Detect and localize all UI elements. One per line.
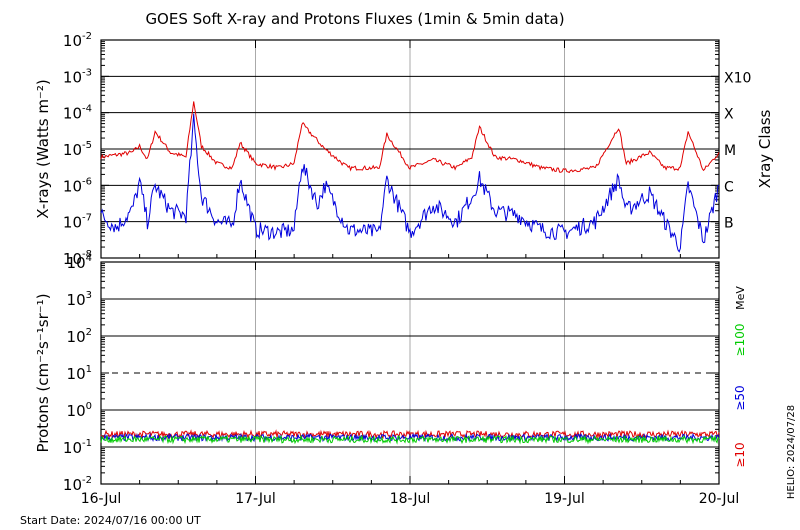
xray-class-label: X10 [724, 70, 751, 86]
proton-tick-label: 104 [67, 253, 92, 272]
x-tick-label: 19-Jul [544, 491, 585, 507]
x-tick-label: 16-Jul [81, 491, 122, 507]
proton-series-50 [100, 432, 720, 443]
proton-legend-label: ≥10 [733, 442, 747, 467]
xray-class-label: C [724, 179, 734, 195]
proton-ylabel: Protons (cm⁻²s⁻¹sr⁻¹) [34, 293, 52, 452]
xray-class-label: M [724, 143, 736, 159]
x-tick-label: 17-Jul [235, 491, 276, 507]
proton-tick-label: 102 [67, 327, 92, 346]
xray-short-series [100, 113, 720, 253]
proton-tick-label: 10-1 [63, 438, 92, 457]
xray-panel: 10-2 10-3 10-4 10-5 10-6 10-7 10-8 X10 X M C B X-r… [34, 31, 774, 268]
xray-ylabel: X-rays (Watts m⁻²) [34, 79, 52, 218]
xray-class-labels: X10 X M C B [724, 70, 751, 231]
proton-tick-label: 101 [67, 364, 92, 383]
xray-class-label: B [724, 216, 734, 232]
proton-panel: 104 103 102 101 100 10-1 10-2 Protons (cm⁻²s⁻¹… [34, 253, 747, 494]
x-tick-label: 20-Jul [699, 491, 740, 507]
x-tick-label: 18-Jul [390, 491, 431, 507]
proton-series-100 [100, 434, 720, 445]
xray-series [100, 101, 720, 253]
chart-title: GOES Soft X-ray and Protons Fluxes (1min… [145, 10, 564, 28]
xray-tick-label: 10-4 [63, 104, 92, 123]
xray-tick-label: 10-7 [63, 213, 92, 232]
proton-gridlines [101, 262, 719, 484]
x-axis-ticks: 16-Jul 17-Jul 18-Jul 19-Jul 20-Jul [81, 40, 740, 507]
xray-tick-label: 10-5 [63, 140, 92, 159]
xray-class-axis-label: Xray Class [756, 109, 774, 188]
proton-legend: ≥100 ≥50 ≥10 [733, 324, 747, 468]
xray-gridlines [101, 40, 719, 258]
xray-tick-label: 10-3 [63, 67, 92, 86]
xray-long-series [100, 101, 720, 174]
xray-tick-label: 10-8 [63, 249, 92, 268]
proton-series-10 [100, 429, 720, 440]
xray-tick-label: 10-6 [63, 176, 92, 195]
proton-tick-label: 103 [67, 290, 92, 309]
proton-y-ticks: 104 103 102 101 100 10-1 10-2 [63, 253, 719, 494]
proton-legend-label: ≥50 [733, 385, 747, 410]
proton-series [100, 429, 720, 445]
proton-tick-label: 100 [67, 401, 92, 420]
proton-legend-label: ≥100 [733, 324, 747, 357]
xray-tick-label: 10-2 [63, 31, 92, 50]
proton-tick-label: 10-2 [63, 475, 92, 494]
xray-class-label: X [724, 107, 734, 123]
side-stamp: HELIO: 2024/07/28 [786, 405, 797, 499]
xray-y-ticks: 10-2 10-3 10-4 10-5 10-6 10-7 10-8 [63, 31, 719, 268]
start-date: Start Date: 2024/07/16 00:00 UT [20, 514, 201, 527]
proton-unit-label: MeV [734, 286, 747, 310]
